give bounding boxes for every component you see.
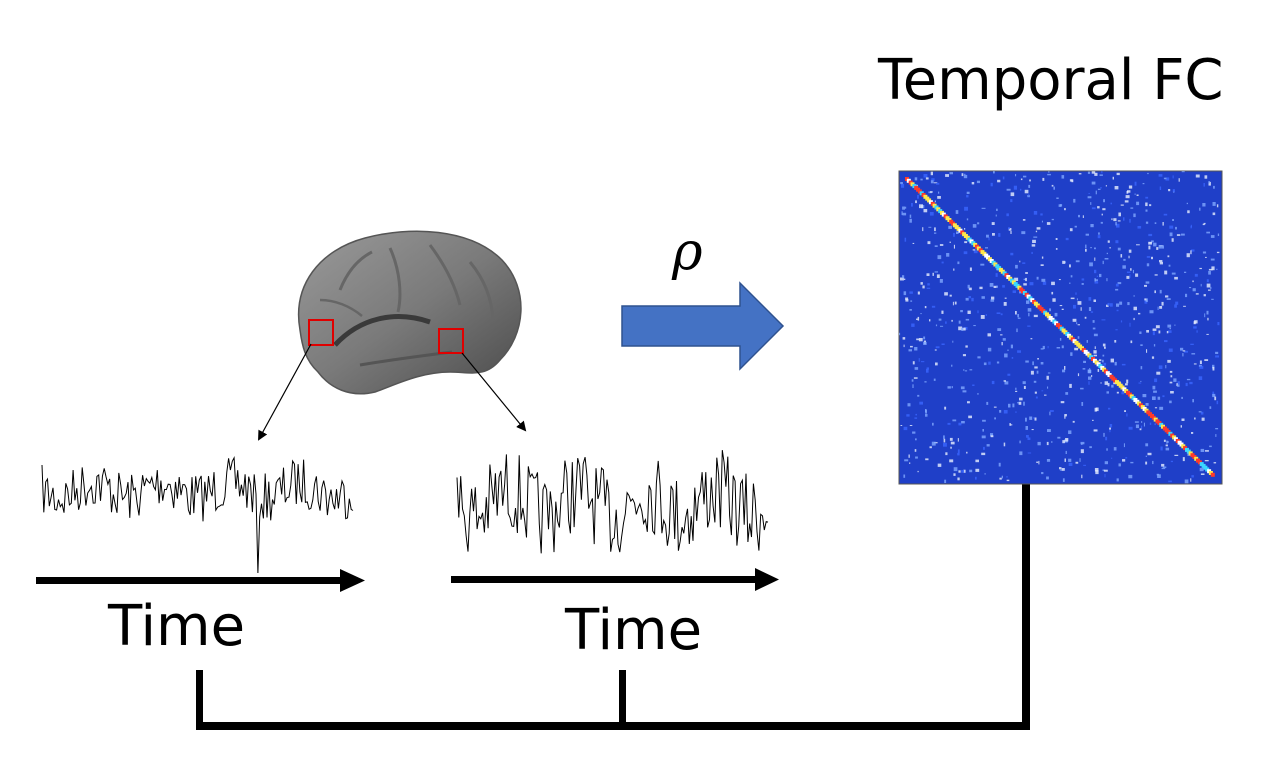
fc-matrix: [898, 170, 1223, 485]
time-label-2: Time: [565, 598, 703, 663]
roi-arrow-right: [461, 352, 527, 432]
time-axis-arrow-1: [36, 569, 365, 592]
correlation-block-arrow: [621, 281, 785, 371]
time-label-1: Time: [108, 594, 246, 659]
correlation-symbol: ρ: [672, 222, 703, 282]
time-series-signal-1: [41, 455, 354, 574]
roi-box-right: [438, 328, 464, 354]
time-axis-arrow-2: [451, 568, 779, 591]
time-series-signal-2: [456, 450, 769, 554]
brain-icon: [297, 230, 522, 395]
roi-box-left: [308, 319, 334, 346]
roi-arrow-left: [258, 343, 312, 441]
fc-title: Temporal FC: [878, 48, 1224, 113]
